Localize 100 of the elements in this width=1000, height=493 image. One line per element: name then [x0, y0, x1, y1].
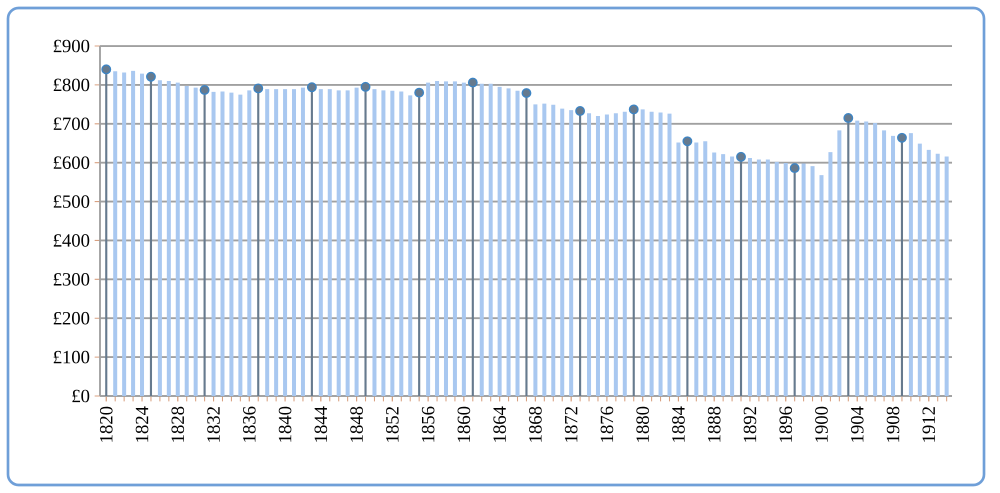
bar	[604, 114, 609, 396]
bar	[587, 113, 592, 396]
x-tick-label: 1832	[207, 407, 220, 442]
x-tick-label: 1884	[672, 406, 685, 442]
bar	[819, 175, 824, 396]
bar	[918, 144, 922, 396]
bar	[176, 82, 180, 396]
x-tick-label: 1852	[386, 407, 399, 442]
bar	[748, 158, 752, 396]
bar	[498, 86, 502, 396]
bar	[184, 86, 189, 396]
bar	[908, 133, 913, 396]
bar	[810, 166, 815, 396]
bar	[936, 154, 940, 396]
x-tick-label: 1872	[564, 407, 578, 442]
bar	[300, 88, 305, 396]
bar	[238, 94, 242, 396]
bar	[265, 89, 270, 396]
bar	[712, 152, 716, 396]
bar	[721, 154, 726, 396]
bar	[452, 81, 457, 396]
point	[522, 88, 532, 98]
x-tick-label: 1868	[529, 406, 542, 442]
x-tick-label: 1908	[886, 406, 900, 442]
bar	[381, 90, 386, 396]
bar	[480, 84, 484, 396]
bar	[614, 113, 618, 396]
y-tick-label: £700	[54, 117, 90, 130]
bar	[551, 104, 556, 396]
bar	[855, 120, 860, 396]
point	[360, 82, 370, 92]
y-tick-label: £300	[54, 273, 90, 286]
bar	[622, 112, 627, 396]
x-tick-label: 1836	[243, 406, 256, 442]
bar	[229, 92, 234, 396]
bar	[399, 92, 404, 396]
bar	[194, 88, 198, 396]
x-tick-label: 1904	[850, 406, 864, 442]
bar	[140, 74, 144, 396]
bar	[158, 80, 162, 396]
bar	[694, 142, 698, 396]
point	[253, 83, 264, 94]
bar	[131, 70, 136, 396]
y-tick-label: £800	[54, 78, 90, 92]
bar	[703, 141, 708, 396]
bar	[596, 116, 600, 396]
point	[468, 78, 478, 88]
bar	[212, 92, 216, 396]
bar	[318, 89, 323, 396]
bar	[650, 112, 654, 396]
x-tick-label: 1892	[744, 407, 756, 442]
bar	[828, 152, 832, 396]
bar	[247, 90, 252, 396]
bar	[488, 84, 493, 396]
x-tick-label: 1820	[100, 406, 113, 442]
y-tick-label: £200	[54, 312, 90, 325]
bar	[328, 89, 332, 396]
bar	[166, 81, 171, 396]
bar	[462, 82, 466, 396]
point	[790, 163, 800, 174]
bar	[730, 156, 734, 396]
bar	[756, 160, 761, 396]
point	[414, 88, 424, 98]
bar	[533, 104, 538, 396]
x-tick-label: 1828	[171, 406, 184, 442]
bar	[560, 108, 564, 396]
bar	[354, 88, 359, 396]
bar	[667, 114, 672, 396]
bar	[944, 156, 949, 396]
bar	[283, 89, 288, 396]
y-tick-label: £400	[54, 234, 90, 247]
point	[897, 132, 907, 143]
y-tick-label: £500	[54, 195, 90, 208]
point	[200, 85, 210, 95]
bar	[444, 81, 448, 396]
bar	[122, 72, 126, 396]
bar	[891, 136, 896, 396]
point	[843, 113, 854, 123]
y-tick-label: £0	[72, 390, 90, 402]
x-tick-label: 1864	[493, 406, 506, 442]
bar	[873, 123, 878, 396]
x-tick-label: 1848	[350, 406, 363, 442]
point	[575, 106, 586, 116]
x-tick-label: 1880	[636, 406, 649, 442]
bar	[426, 82, 430, 396]
bar	[784, 163, 788, 396]
bar	[372, 89, 376, 396]
bar	[926, 150, 931, 396]
x-tick-label: 1912	[922, 407, 936, 442]
bar	[542, 104, 546, 396]
bar	[346, 90, 350, 396]
x-tick-label: 1876	[600, 406, 614, 442]
x-tick-label: 1900	[815, 406, 828, 442]
bar	[774, 162, 779, 396]
point	[628, 104, 639, 114]
bar	[336, 90, 341, 396]
bar	[676, 142, 680, 396]
bar	[113, 71, 118, 396]
x-tick-label: 1844	[314, 406, 328, 442]
bar	[292, 89, 296, 396]
